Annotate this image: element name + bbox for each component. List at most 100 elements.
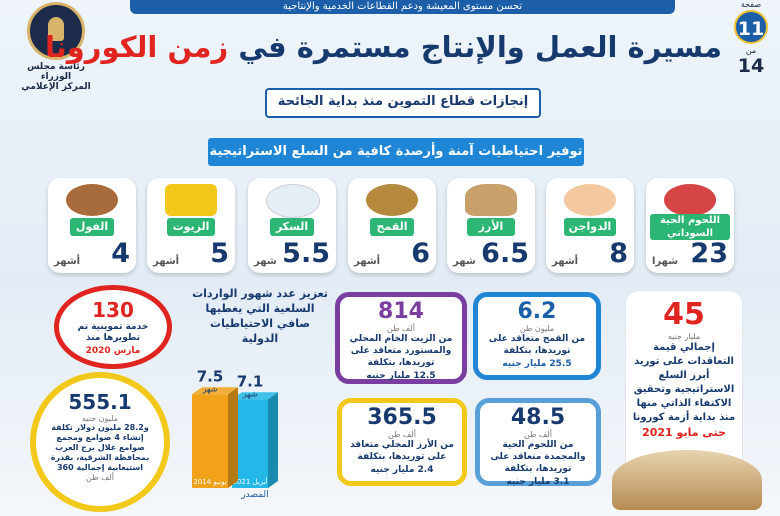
bar-top-0: [232, 392, 278, 400]
stat-unit: مليون جنيه: [82, 414, 118, 423]
stat-cost: 25.5 مليار جنيه: [502, 359, 572, 369]
eagle-seal-icon: [27, 2, 85, 60]
commodity-card-beans: الفول 4 أشهر: [48, 178, 136, 273]
bar-side-1: [228, 387, 238, 488]
commodity-value: 6.5: [481, 238, 529, 269]
meat-contracts-card: 48.5 ألف طن من اللحوم الحية والمجمدة متع…: [475, 398, 601, 487]
stat-unit: مليون طن: [519, 324, 555, 333]
top-banner: تحسن مستوى المعيشة ودعم القطاعات الخدمية…: [130, 0, 675, 14]
stat-value: 365.5: [367, 405, 437, 430]
commodity-card-poultry: الدواجن 8 أشهر: [546, 178, 634, 273]
commodity-label: الأرز: [467, 218, 515, 236]
wheat-contracts-card: 6.2 مليون طن من القمح متعاقد على توريدها…: [473, 292, 601, 380]
stat-cost: 3.1 مليار جنيه: [506, 477, 570, 487]
commodity-value: 23: [690, 238, 728, 269]
bar-value-label-1: 7.5: [197, 367, 224, 385]
of-label: من: [745, 46, 757, 55]
stat-unit: ألف طن: [524, 430, 552, 439]
bar-side-0: [268, 392, 278, 488]
page-title: مسيرة العمل والإنتاج مستمرة في زمن الكور…: [45, 30, 722, 64]
title-highlight: زمن الكورونا: [44, 30, 229, 64]
commodity-value: 6: [411, 238, 430, 269]
meat-icon: [664, 184, 716, 216]
subtitle: إنجازات قطاع التموين منذ بداية الجائحة: [265, 88, 541, 118]
rice-sack-icon: [465, 184, 517, 216]
stat-value: 130: [92, 298, 134, 322]
commodity-label: الدواجن: [564, 218, 616, 236]
commodity-card-wheat: القمح 6 أشهر: [348, 178, 436, 273]
commodity-card-livestock: اللحوم الحية السوداني 23 شهرا: [646, 178, 734, 273]
title-text: مسيرة العمل والإنتاج مستمرة في: [238, 30, 722, 64]
commodity-card-oils: الزيوت 5 أشهر: [147, 178, 235, 273]
bar-category-label-1: يونيو 2014: [193, 478, 226, 486]
stat-value: 555.1: [68, 390, 132, 414]
commodity-unit: أشهر: [153, 256, 180, 267]
stat-unit: ألف طن: [388, 430, 416, 439]
stat-text: من الأرز المحلي متعاقد على توريدها، بتكل…: [350, 440, 454, 462]
beans-icon: [66, 184, 118, 216]
bar-category-label-0: أبريل 2021: [232, 477, 267, 486]
logo-line1: رئاسة مجلس الوزراء: [27, 62, 85, 82]
oil-bottles-icon: [165, 184, 217, 216]
stat-cost: 2.4 مليار جنيه: [370, 465, 434, 475]
services-card: 130 خدمة تموينية تم تطويرها منذ مارس 202…: [54, 285, 172, 369]
stat-value: 48.5: [510, 405, 566, 430]
commodity-unit: أشهر: [54, 256, 81, 267]
bar-top-1: [192, 387, 238, 395]
bar-front-1: [192, 394, 228, 488]
stat-text: إجمالي قيمة التعاقدات على توريد أبرز الس…: [632, 342, 736, 423]
wheat-icon: [366, 184, 418, 216]
total-pages: 14: [737, 55, 765, 77]
stat-value: 814: [378, 299, 424, 324]
stat-text: من القمح متعاقد على توريدها، بتكلفة: [488, 334, 586, 356]
stat-value: 45: [663, 297, 705, 332]
stat-tail: ألف طن: [86, 473, 114, 482]
stat-cost: 12.5 مليار جنيه: [366, 371, 436, 381]
commodity-card-rice: الأرز 6.5 شهر: [447, 178, 535, 273]
stat-value: 6.2: [517, 299, 557, 324]
stat-text: من اللحوم الحية والمجمدة متعاقد على توري…: [490, 440, 586, 474]
logo-line2: المركز الإعلامي: [21, 82, 91, 92]
stat-text: و28.2 مليون دولار تكلفة إنشاء 4 صوامع وم…: [50, 423, 150, 472]
cabinet-logo: رئاسة مجلس الوزراء المركز الإعلامي: [14, 2, 98, 98]
commodity-value: 5: [210, 238, 229, 269]
commodity-label: السكر: [270, 218, 314, 236]
commodity-card-sugar: السكر 5.5 شهر: [248, 178, 336, 273]
rice-contracts-card: 365.5 ألف طن من الأرز المحلي متعاقد على …: [337, 398, 467, 486]
commodity-label: القمح: [370, 218, 414, 236]
bar-value-label-0: 7.1: [237, 372, 264, 390]
commodity-unit: شهر: [453, 256, 476, 267]
page-counter: صفحة 11 من 14: [730, 0, 772, 100]
page-label: صفحة: [740, 0, 762, 9]
stat-unit: ألف طن: [387, 324, 415, 333]
chicken-icon: [564, 184, 616, 216]
section-title: توفير احتياطيات آمنة وأرصدة كافية من الس…: [208, 138, 584, 166]
oil-contracts-card: 814 ألف طن من الزيت الخام المحلي والمستو…: [335, 292, 467, 384]
commodity-value: 4: [111, 238, 130, 269]
commodity-unit: أشهر: [552, 256, 579, 267]
current-page: 11: [734, 10, 768, 44]
stat-since: مارس 2020: [85, 346, 141, 356]
commodity-unit: أشهر: [354, 256, 381, 267]
stat-text: من الزيت الخام المحلي والمستورد متعاقد ع…: [349, 334, 453, 368]
grain-sacks-icon: [612, 450, 762, 510]
commodity-unit: شهرا: [652, 256, 679, 267]
stat-unit: مليار جنيه: [667, 332, 701, 341]
source-label: المصدر: [241, 490, 269, 500]
bar-unit-label-0: شهر: [242, 389, 258, 398]
stat-text: خدمة تموينية تم تطويرها منذ: [77, 322, 149, 343]
silos-card: 555.1 مليون جنيه و28.2 مليون دولار تكلفة…: [30, 372, 170, 512]
stat-until: حتى مايو 2021: [642, 426, 726, 439]
commodity-value: 5.5: [282, 238, 330, 269]
commodity-unit: شهر: [254, 256, 277, 267]
chart-title: تعزيز عدد شهور الواردات السلعية التي يغط…: [192, 287, 328, 345]
commodity-label: الفول: [70, 218, 114, 236]
sugar-icon: [266, 184, 320, 218]
commodity-label: اللحوم الحية السوداني: [650, 214, 730, 240]
commodity-label: الزيوت: [167, 218, 215, 236]
commodity-value: 8: [609, 238, 628, 269]
bar-unit-label-1: شهر: [202, 384, 218, 393]
